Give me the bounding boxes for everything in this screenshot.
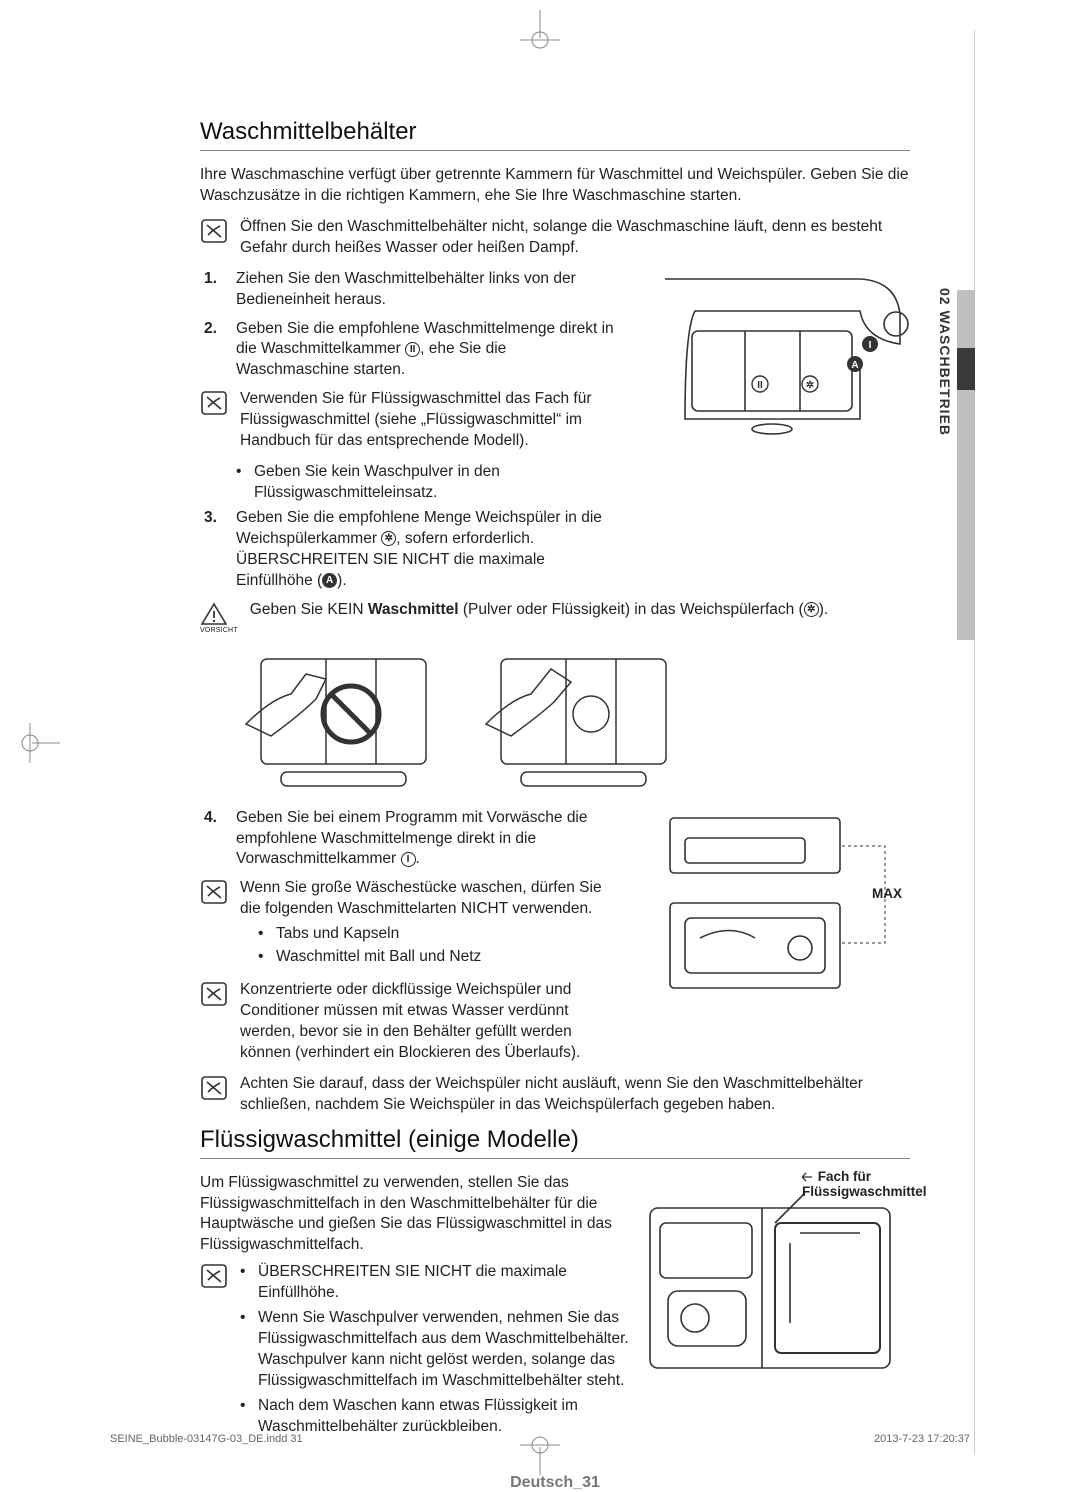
note-icon [200, 1076, 228, 1100]
sub-bullet: Tabs und Kapseln [258, 924, 620, 945]
step-2: Geben Sie die empfohlene Waschmittelmeng… [200, 319, 620, 382]
section-tab-label: 02 WASCHBETRIEB [937, 288, 953, 436]
note-icon [200, 1264, 228, 1288]
note-icon [200, 982, 228, 1006]
liquid-bullet-2: Wenn Sie Waschpulver verwenden, nehmen S… [240, 1308, 630, 1392]
caution-text: Geben Sie KEIN Waschmittel (Pulver oder … [250, 600, 910, 621]
note-text: Öffnen Sie den Waschmittelbehälter nicht… [240, 217, 910, 259]
heading-liquid-detergent: Flüssigwaschmittel (einige Modelle) [200, 1126, 910, 1159]
liquid-tray-callout: Fach für Flüssigwaschmittel [802, 1169, 927, 1199]
softener-icon: ✲ [804, 602, 819, 617]
section-thumb-tab: 02 WASCHBETRIEB [935, 290, 975, 640]
figure-max-level: MAX [660, 808, 910, 998]
bullet-no-powder: Geben Sie kein Waschpulver in den Flüssi… [236, 462, 620, 504]
note-text: Konzentrierte oder dickflüssige Weichspü… [240, 980, 620, 1064]
max-label: MAX [872, 886, 902, 901]
heading-detergent-drawer: Waschmittelbehälter [200, 118, 910, 151]
intro-paragraph: Ihre Waschmaschine verfügt über getrennt… [200, 165, 910, 207]
step-4: Geben Sie bei einem Programm mit Vorwäsc… [200, 808, 620, 871]
step-3: Geben Sie die empfohlene Menge Weichspül… [200, 508, 620, 592]
note-icon [200, 880, 228, 904]
level-a-icon: A [322, 573, 337, 588]
figure-detergent-drawer: Ι A ✲ ΙΙ [660, 269, 910, 454]
note-text: Achten Sie darauf, dass der Weichspüler … [240, 1074, 910, 1116]
caution-label: VORSICHT [200, 627, 238, 634]
compartment-ii-icon: ΙΙ [405, 342, 420, 357]
liquid-bullet-1: ÜBERSCHREITEN SIE NICHT die maximale Ein… [240, 1262, 630, 1304]
caution-icon [200, 602, 228, 626]
figure-liquid-compartment: Fach für Flüssigwaschmittel [640, 1173, 910, 1383]
footer-timestamp: 2013-7-23 17:20:37 [874, 1433, 970, 1445]
svg-text:ΙΙ: ΙΙ [757, 380, 763, 391]
step-1: Ziehen Sie den Waschmittelbehälter links… [200, 269, 620, 311]
liquid-bullet-3: Nach dem Waschen kann etwas Flüssigkeit … [240, 1396, 630, 1438]
note-icon [200, 391, 228, 415]
svg-text:✲: ✲ [806, 380, 814, 391]
softener-icon: ✲ [381, 531, 396, 546]
figure-no-powder-in-softener [236, 644, 446, 794]
figure-softener-ok [476, 644, 686, 794]
page-number: Deutsch_31 [200, 1474, 910, 1492]
compartment-i-icon: Ι [401, 852, 416, 867]
note-icon [200, 219, 228, 243]
note-text: Wenn Sie große Wäschestücke waschen, dür… [240, 878, 620, 920]
svg-text:A: A [851, 360, 858, 371]
sub-bullet: Waschmittel mit Ball und Netz [258, 947, 620, 968]
svg-text:Ι: Ι [869, 340, 872, 351]
note-text: Verwenden Sie für Flüssigwaschmittel das… [240, 389, 620, 452]
footer-filename: SEINE_Bubble-03147G-03_DE.indd 31 [110, 1433, 303, 1445]
